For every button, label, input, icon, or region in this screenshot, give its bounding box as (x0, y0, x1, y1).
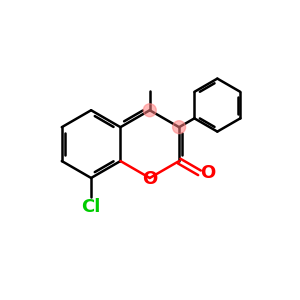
Circle shape (172, 121, 186, 134)
Circle shape (143, 104, 156, 117)
Text: O: O (142, 169, 158, 188)
Text: Cl: Cl (81, 197, 101, 215)
Text: O: O (200, 164, 215, 182)
